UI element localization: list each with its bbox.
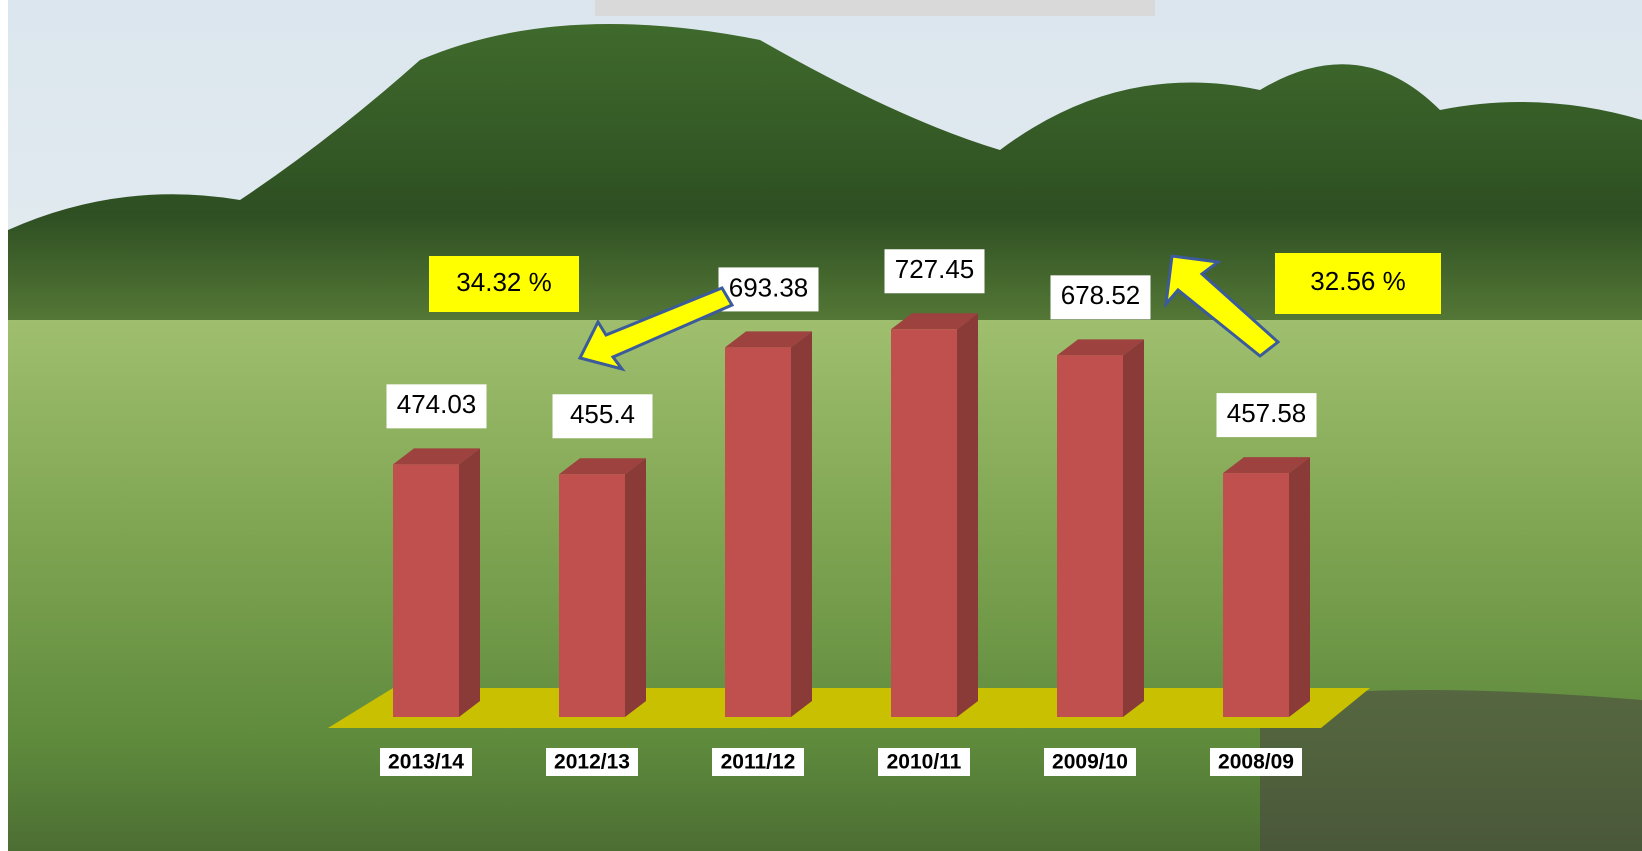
bar-top bbox=[559, 458, 646, 475]
category-label: 2010/11 bbox=[887, 751, 962, 774]
bar-front bbox=[1057, 355, 1123, 717]
category-label: 2008/09 bbox=[1218, 751, 1294, 774]
annotation-box bbox=[1275, 253, 1441, 314]
annotation: 34.32 % bbox=[456, 267, 551, 297]
bar bbox=[559, 458, 646, 717]
value-label-box bbox=[1216, 393, 1317, 438]
value-label: 474.03 bbox=[397, 389, 477, 419]
bar-side bbox=[625, 458, 646, 717]
annotation-box bbox=[429, 256, 579, 312]
arrow bbox=[1163, 254, 1281, 358]
value-label-box bbox=[1050, 275, 1151, 320]
category-label-box bbox=[712, 748, 804, 776]
value-label-box bbox=[552, 394, 653, 439]
bar-side bbox=[459, 448, 480, 717]
bars: 474.03 2013/14 455.4 2012/13 693.38 2011/12 72… bbox=[380, 249, 1317, 776]
bar-top bbox=[393, 448, 480, 465]
value-label: 678.52 bbox=[1061, 280, 1141, 310]
bar-front bbox=[559, 474, 625, 717]
value-label-box bbox=[386, 384, 487, 429]
bar-top bbox=[1057, 339, 1144, 356]
category-label: 2013/14 bbox=[388, 751, 464, 774]
floor bbox=[328, 688, 1370, 728]
bar bbox=[891, 313, 978, 717]
category-label-box bbox=[380, 748, 472, 776]
category-label-box bbox=[1210, 748, 1302, 776]
category-label: 2011/12 bbox=[721, 751, 796, 774]
value-label-box bbox=[884, 249, 985, 294]
category-label-box bbox=[1044, 748, 1136, 776]
annotation-left: 34.32 % bbox=[429, 256, 735, 372]
value-label: 693.38 bbox=[729, 272, 809, 302]
bar bbox=[393, 448, 480, 717]
category-label: 2012/13 bbox=[554, 751, 630, 774]
bar-side bbox=[957, 313, 978, 717]
bar bbox=[1057, 339, 1144, 717]
bar-front bbox=[393, 464, 459, 717]
arrow bbox=[577, 286, 735, 372]
value-label-box bbox=[718, 267, 819, 312]
bar bbox=[725, 331, 812, 717]
bar-top bbox=[891, 313, 978, 330]
value-label: 455.4 bbox=[570, 399, 635, 429]
bar bbox=[1223, 457, 1310, 717]
annotation: 32.56 % bbox=[1310, 266, 1405, 296]
value-label: 727.45 bbox=[895, 254, 975, 284]
category-label-box bbox=[546, 748, 638, 776]
category-label: 2009/10 bbox=[1052, 751, 1128, 774]
bar-side bbox=[1123, 339, 1144, 717]
bar-front bbox=[891, 329, 957, 717]
category-label-box bbox=[878, 748, 970, 776]
bar-front bbox=[1223, 473, 1289, 717]
bar-top bbox=[725, 331, 812, 348]
bar-side bbox=[1289, 457, 1310, 717]
bar-side bbox=[791, 331, 812, 717]
annotation-right: 32.56 % bbox=[1163, 253, 1441, 358]
bar-top bbox=[1223, 457, 1310, 474]
bar-front bbox=[725, 347, 791, 717]
title-box bbox=[595, 0, 1155, 16]
value-label: 457.58 bbox=[1227, 398, 1307, 428]
